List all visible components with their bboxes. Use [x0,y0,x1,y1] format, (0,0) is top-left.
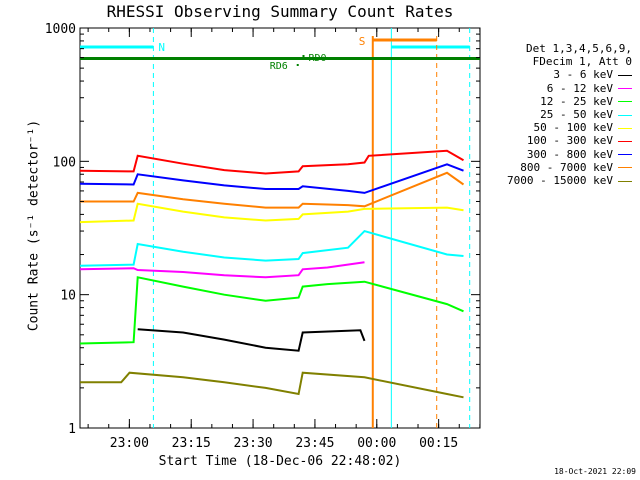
legend-item-label: 7000 - 15000 keV [507,174,613,188]
legend-item-3: 25 - 50 keV [507,108,632,121]
legend-item-1: 6 - 12 keV [507,82,632,95]
legend-item-label: 100 - 300 keV [526,134,613,148]
legend-item-label: 300 - 800 keV [526,147,613,161]
footer-timestamp: 18-Oct-2021 22:09 [554,467,636,476]
legend-item-5: 100 - 300 keV [507,134,632,147]
saa-label: S [359,35,366,48]
series-line-3 [79,229,464,267]
x-tick-label: 23:15 [172,436,211,451]
x-tick-label: 23:30 [234,436,273,451]
legend-swatch [618,180,632,182]
legend-item-4: 50 - 100 keV [507,121,632,134]
y-tick-label: 100 [53,155,76,170]
legend-item-label: 3 - 6 keV [553,68,613,82]
legend-item-8: 7000 - 15000 keV [507,174,632,187]
legend-item-6: 300 - 800 keV [507,148,632,161]
legend-item-label: 6 - 12 keV [546,81,613,95]
x-tick-label: 00:15 [419,436,458,451]
legend-item-0: 3 - 6 keV [507,68,632,81]
legend-swatch [618,101,632,103]
y-tick-label: 1000 [45,22,76,37]
legend-swatch [618,140,632,142]
legend-items: 3 - 6 keV 6 - 12 keV 12 - 25 keV 25 - 50 ke… [507,68,632,187]
legend-swatch [618,154,632,156]
legend-swatch [618,74,632,76]
plot-frame [79,27,481,429]
series-line-4 [79,202,464,224]
series-line-8 [80,371,464,399]
series-line-5 [79,149,464,175]
series-group [79,149,465,399]
series-line-7 [80,171,465,209]
chart-title: RHESSI Observing Summary Count Rates [106,2,454,21]
legend-item-label: 800 - 7000 keV [520,160,613,174]
x-axis-label: Start Time (18-Dec-06 22:48:02) [158,454,402,469]
legend-item-label: 12 - 25 keV [540,94,613,108]
x-tick-label: 23:00 [110,436,149,451]
legend-swatch [618,114,632,116]
legend-swatch [618,167,632,169]
x-tick-label: 00:00 [357,436,396,451]
night-label-0: N [158,41,165,54]
x-tick-label: 23:45 [295,436,334,451]
data-marker-rd6 [296,64,299,66]
series-line-2 [79,276,464,345]
legend-header-line-2: FDecim 1, Att 0 [532,55,632,69]
y-axis-label: Count Rate (s⁻¹ detector⁻¹) [26,119,42,332]
legend-item-label: 25 - 50 keV [540,108,613,122]
data-marker-rd0 [302,55,305,57]
y-tick-label: 10 [60,289,76,304]
legend-swatch [618,127,632,129]
legend-item-label: 50 - 100 keV [533,121,613,135]
series-line-0 [137,328,366,352]
series-line-6 [79,163,464,194]
legend-header-line-1: Det 1,3,4,5,6,9, [526,42,632,55]
legend-item-2: 12 - 25 keV [507,95,632,108]
legend: Det 1,3,4,5,6,9, FDecim 1, Att 0 3 - 6 k… [507,42,632,187]
tick-group: 1 10 100 1000 23:00 23:15 23:30 23:45 00:00 00:15 [45,22,481,451]
legend-item-7: 800 - 7000 keV [507,161,632,174]
legend-swatch [618,88,632,90]
y-tick-label: 1 [68,422,76,437]
series-line-1 [79,261,365,279]
data-label-rd6: RD6 [270,61,288,72]
annotation-tracks: NSRD6RD0 [80,28,480,428]
